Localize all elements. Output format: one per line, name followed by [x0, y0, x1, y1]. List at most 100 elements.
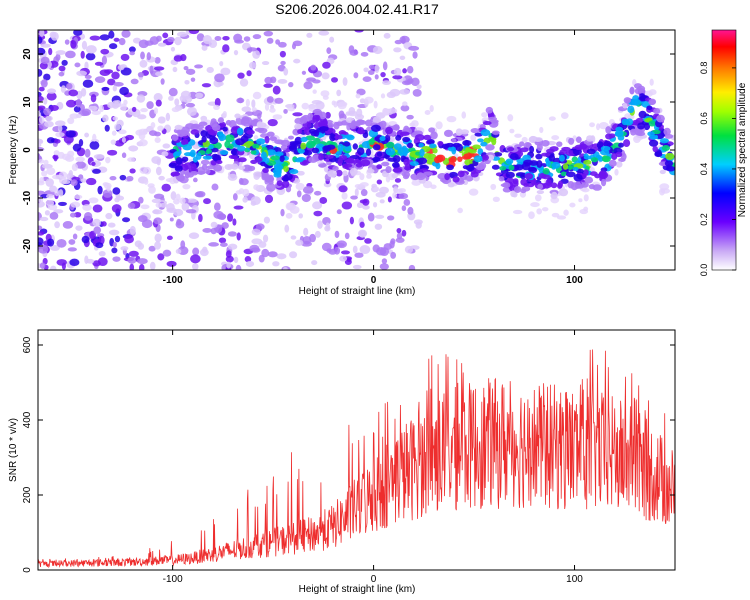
spectrogram-point [266, 37, 274, 44]
spectrogram-point [84, 74, 92, 79]
snr-series-line [38, 349, 675, 569]
spectrogram-point [379, 186, 389, 194]
spectrogram-point [499, 166, 507, 171]
spectrogram-point [279, 155, 285, 162]
spectrogram-point [250, 200, 257, 206]
spectrogram-point [359, 221, 365, 228]
spectrogram-point [638, 110, 647, 119]
spectrogram-point [403, 199, 411, 206]
spectrogram-point [326, 248, 332, 253]
spectrogram-point [251, 107, 257, 112]
y-tick-label: 10 [22, 96, 33, 108]
spectrogram-point [299, 116, 308, 124]
spectrogram-point [379, 247, 390, 257]
spectrogram-point [172, 66, 178, 73]
spectrogram-point [120, 103, 127, 111]
spectrogram-point [349, 167, 358, 176]
x-tick-label: 0 [371, 275, 377, 286]
spectrogram-point [338, 185, 348, 193]
spectrogram-point [118, 129, 127, 135]
spectrogram-point [256, 138, 266, 145]
spectrogram-point [336, 209, 342, 215]
spectrogram-point [536, 143, 543, 152]
spectrogram-point [120, 246, 129, 251]
spectrogram-point [303, 81, 313, 90]
spectrogram-point [192, 247, 200, 256]
spectrogram-point [252, 34, 262, 40]
spectrogram-point [360, 189, 368, 197]
spectrogram-point [180, 139, 189, 146]
x-tick-label: 0 [371, 574, 377, 585]
spectrogram-point [55, 132, 65, 138]
spectrogram-point [38, 111, 42, 117]
spectrogram-point [336, 89, 342, 97]
colorbar-tick-label: 0.6 [699, 112, 709, 125]
spectrogram-point [39, 30, 45, 37]
spectrogram-point [322, 145, 332, 152]
spectrogram-point [560, 112, 569, 120]
spectrogram-point [174, 36, 182, 46]
spectrogram-point [589, 122, 595, 128]
spectrogram-point [151, 198, 162, 204]
spectrogram-point [533, 137, 543, 143]
spectrogram-point [201, 135, 207, 143]
spectrogram-point [55, 50, 66, 56]
spectrogram-point [166, 260, 177, 267]
spectrogram-point [253, 171, 263, 178]
y-tick-label: 0 [22, 567, 33, 573]
spectrogram-point [200, 130, 208, 138]
spectrogram-point [280, 60, 286, 66]
spectrogram-point [56, 239, 67, 248]
spectrogram-point [137, 114, 147, 120]
spectrogram-point [40, 56, 50, 65]
spectrogram-point [45, 199, 55, 207]
spectrogram-point [337, 143, 344, 152]
spectrogram-point [583, 169, 589, 176]
spectrogram-point [112, 187, 121, 195]
spectrogram-point [218, 133, 227, 141]
spectrogram-point [339, 255, 348, 262]
spectrogram-point [482, 154, 489, 161]
spectrogram-point [47, 88, 57, 94]
spectrogram-point [356, 119, 365, 125]
spectrogram-point [356, 202, 364, 209]
spectrogram-point [451, 146, 457, 155]
spectrogram-point [548, 116, 556, 121]
spectrogram-point [170, 46, 176, 52]
spectrogram-point [272, 261, 280, 267]
spectrogram-point [366, 168, 375, 174]
spectrogram-point [75, 225, 83, 231]
spectrogram-point [396, 228, 402, 234]
spectrogram-point [398, 193, 409, 200]
x-tick-label: -100 [163, 275, 183, 286]
spectrogram-point [285, 202, 294, 211]
spectrogram-point [173, 198, 180, 205]
spectrogram-point [267, 179, 274, 185]
spectrogram-points [38, 30, 675, 270]
spectrogram-point [344, 134, 354, 139]
spectrogram-point [659, 138, 669, 144]
spectrogram-point [274, 97, 284, 104]
spectrogram-point [254, 156, 263, 163]
spectrogram-point [184, 79, 190, 85]
spectrogram-point [523, 159, 534, 166]
spectrogram-point [47, 238, 55, 247]
spectrogram-point [39, 177, 45, 184]
spectrogram-point [209, 136, 219, 145]
spectrogram-point [263, 174, 272, 180]
spectrogram-point [54, 221, 60, 229]
spectrogram-point [289, 251, 298, 259]
spectrogram-point [395, 134, 402, 141]
spectrogram-point [195, 92, 204, 99]
spectrogram-point [578, 198, 583, 203]
spectrogram-point [374, 214, 385, 219]
spectrogram-point [201, 164, 208, 171]
spectrogram-point [354, 30, 364, 33]
spectrogram-point [114, 197, 120, 203]
spectrogram-point [75, 98, 82, 108]
spectrogram-point [321, 72, 330, 80]
spectrogram-point [480, 129, 491, 137]
spectrogram-point [84, 132, 90, 138]
spectrogram-point [335, 169, 343, 177]
spectrogram-point [485, 144, 495, 151]
